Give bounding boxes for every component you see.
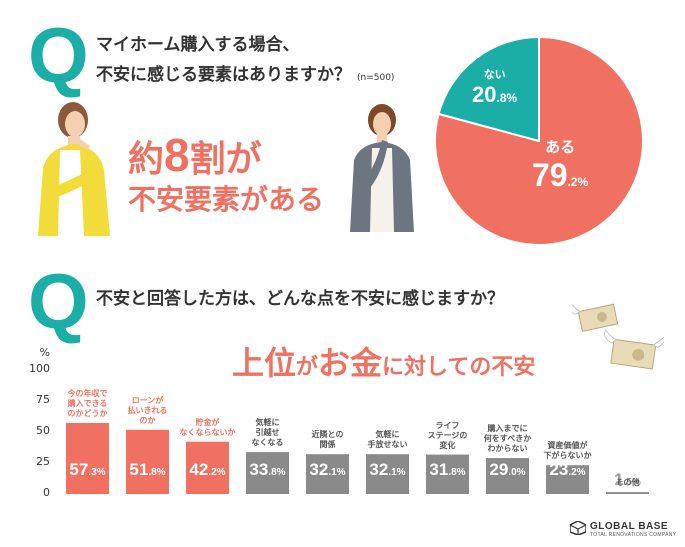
bar — [606, 492, 649, 494]
bar-value-label: 1.5% — [614, 470, 641, 490]
logo-cube-icon — [570, 521, 586, 535]
pie-slice-aru — [434, 36, 644, 246]
bar — [66, 422, 109, 494]
bar-value-label: 42.2% — [189, 460, 226, 479]
pie-label-aru: ある 79.2% — [532, 138, 589, 193]
question-1-line-2: 不安に感じる要素はありますか？ (n=500) — [96, 65, 395, 85]
bar-value-label: 51.8% — [129, 460, 166, 479]
y-axis-unit: % — [39, 346, 50, 359]
woman-gray-illustration — [350, 104, 414, 232]
bar-value-label: 31.8% — [429, 460, 466, 479]
bar-value-label: 57.3% — [69, 460, 106, 479]
bar-value-label: 29.0% — [489, 460, 526, 479]
headline-line-2: 不安要素がある — [128, 183, 325, 216]
y-tick-label: 100 — [29, 362, 50, 375]
y-tick-label: 50 — [36, 424, 50, 437]
bar-category-label: 資産価値が 下がらないか — [543, 441, 592, 461]
bar-category-label: ライフ ステージの 変化 — [427, 420, 468, 450]
sample-size: (n=500) — [357, 73, 395, 83]
pie-chart — [434, 36, 644, 246]
bar-category-label: その他 — [615, 478, 640, 488]
ranking-headline: 上位がお金に対しての不安 — [232, 344, 536, 382]
woman-yellow-illustration — [38, 102, 110, 236]
bar-category-label: 気軽に 引越せ なくなる — [251, 418, 284, 448]
question-1-line-1: マイホーム購入する場合、 — [96, 35, 300, 55]
bar-value-label: 23.2% — [549, 460, 586, 479]
question-mark-1: Q — [28, 11, 89, 99]
flying-money-illustration — [572, 303, 664, 370]
bar-category-label: 貯金が なくならないか — [179, 417, 236, 437]
y-tick-label: 25 — [36, 455, 50, 468]
pie-label-nai: ない 20.8% — [472, 68, 518, 107]
bar-category-label: 購入までに 何をすべきか わからない — [483, 424, 532, 454]
bar-category-label: ローンが 払いきれる のか — [127, 395, 168, 425]
bar-value-label: 32.1% — [369, 460, 406, 479]
y-tick-label: 75 — [36, 393, 50, 406]
y-tick-label: 0 — [43, 486, 50, 499]
bar-category-label: 近隣との 関係 — [311, 430, 344, 450]
bar-value-label: 32.1% — [309, 460, 346, 479]
pie-slice-nai — [437, 36, 540, 143]
headline-line-1: 約8割が — [128, 129, 262, 181]
bar-value-label: 33.8% — [249, 460, 286, 479]
question-2: 不安と回答した方は、どんな点を不安に感じますか？ — [96, 289, 504, 309]
company-logo: GLOBAL BASE TOTAL RENOVATIONS COMPANY — [570, 521, 676, 538]
question-mark-2: Q — [28, 257, 89, 345]
bar-category-label: 今の年収で 購入できる のかどうか — [67, 388, 108, 418]
bar-category-label: 気軽に 手放せない — [367, 430, 408, 450]
